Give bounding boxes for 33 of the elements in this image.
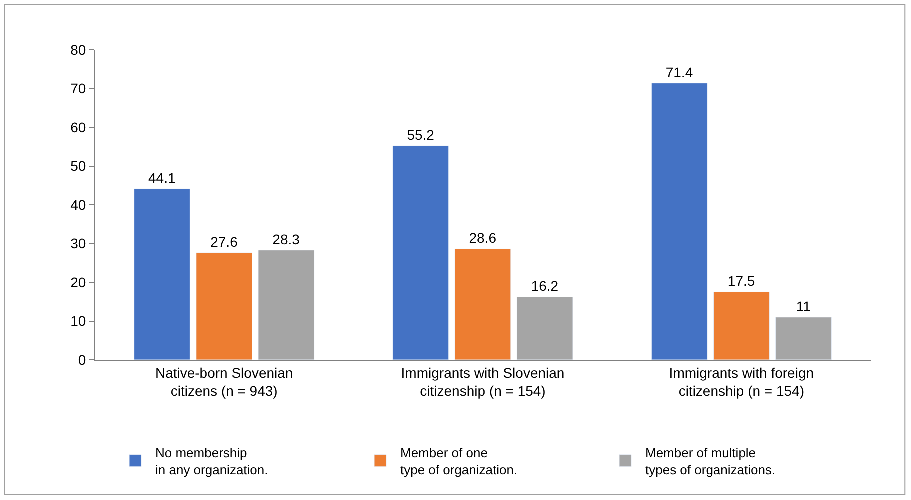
data-label: 28.3 xyxy=(272,231,300,248)
y-tick-label: 0 xyxy=(78,352,86,368)
data-label: 16.2 xyxy=(531,278,559,294)
bar xyxy=(776,317,832,360)
bar xyxy=(516,296,574,360)
y-tick-label: 10 xyxy=(70,313,86,330)
legend-label: Member of one type of organization. xyxy=(400,446,518,478)
y-tick-label: 40 xyxy=(70,196,86,213)
data-label: 17.5 xyxy=(728,273,756,290)
data-label: 27.6 xyxy=(210,234,238,250)
data-label: 55.2 xyxy=(407,127,435,144)
y-tick-label: 70 xyxy=(70,80,86,97)
x-tick-label: Native-born Slovenian citizens (n = 943) xyxy=(155,364,294,399)
data-label: 44.1 xyxy=(148,170,176,186)
bar xyxy=(392,146,450,360)
bar xyxy=(651,83,708,360)
data-label: 11 xyxy=(796,298,812,314)
bar xyxy=(134,188,190,360)
y-tick-label: 30 xyxy=(70,236,86,252)
data-label: 71.4 xyxy=(666,64,694,80)
y-tick-label: 60 xyxy=(70,119,86,136)
legend-label: No membership in any organization. xyxy=(156,446,268,478)
x-tick-label: Immigrants with Slovenian citizenship (n = 154) xyxy=(401,364,565,399)
y-tick-label: 50 xyxy=(70,158,86,174)
y-tick-label: 80 xyxy=(70,42,86,58)
y-tick-label: 20 xyxy=(70,274,86,290)
bar xyxy=(454,248,512,360)
data-label: 28.6 xyxy=(469,230,497,246)
bar xyxy=(713,292,770,360)
legend-label: Member of multiple types of organizations. xyxy=(646,446,776,478)
bar xyxy=(196,252,253,360)
bar xyxy=(258,250,315,360)
x-tick-label: Immigrants with foreign citizenship (n = 154) xyxy=(669,364,814,399)
